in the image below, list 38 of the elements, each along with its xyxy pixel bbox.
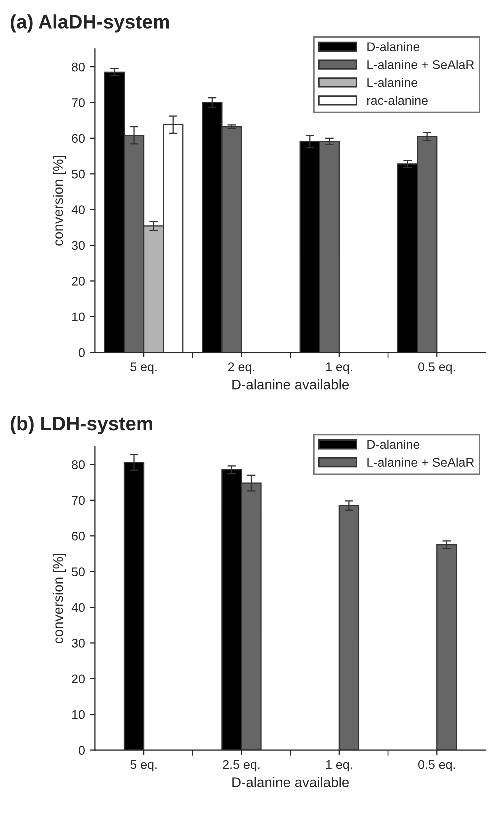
y-axis-title: conversion [%] bbox=[53, 554, 66, 644]
y-tick-label: 50 bbox=[72, 170, 85, 179]
y-tick-label: 70 bbox=[72, 98, 85, 108]
x-tick-label: 0.5 eq. bbox=[418, 362, 456, 374]
y-tick-label: 40 bbox=[72, 603, 85, 612]
chart-title: (a) AlaDH-system bbox=[10, 14, 170, 33]
y-tick-label: 60 bbox=[72, 532, 85, 541]
x-tick-label: 1 eq. bbox=[326, 760, 352, 772]
legend-label: D-alanine bbox=[368, 440, 420, 450]
x-tick-label: 5 eq. bbox=[130, 760, 157, 772]
x-tick-label: 1 eq. bbox=[326, 362, 352, 374]
x-tick-label: 2 eq. bbox=[228, 362, 254, 374]
y-tick-label: 20 bbox=[72, 277, 85, 286]
y-tick-label: 30 bbox=[72, 241, 85, 250]
legend-label: L-alanine bbox=[368, 78, 418, 88]
x-tick-label: 5 eq. bbox=[130, 362, 157, 374]
y-tick-label: 0 bbox=[79, 348, 85, 358]
y-tick-label: 60 bbox=[72, 134, 85, 144]
y-tick-label: 40 bbox=[72, 206, 85, 214]
legend-label: D-alanine bbox=[368, 42, 420, 52]
legend-label: rac-alanine bbox=[367, 96, 428, 106]
y-tick-label: 10 bbox=[72, 312, 85, 322]
y-tick-label: 80 bbox=[72, 460, 85, 470]
y-tick-label: 20 bbox=[72, 674, 85, 684]
y-tick-label: 70 bbox=[72, 496, 85, 506]
x-tick-label: 0.5 eq. bbox=[418, 760, 456, 772]
chart-title: (b) LDH-system bbox=[10, 416, 153, 435]
y-axis-title: conversion [%] bbox=[53, 156, 66, 246]
y-tick-label: 80 bbox=[72, 62, 85, 72]
y-tick-label: 0 bbox=[79, 746, 85, 755]
x-axis-title: D-alanine available bbox=[232, 380, 350, 390]
y-tick-label: 50 bbox=[72, 568, 85, 576]
legend-label: L-alanine + SeAlaR bbox=[368, 60, 474, 70]
y-tick-label: 10 bbox=[72, 710, 85, 720]
x-tick-label: 2.5 eq. bbox=[223, 760, 260, 772]
x-axis-title: D-alanine available bbox=[232, 777, 350, 788]
y-tick-label: 30 bbox=[72, 639, 85, 648]
legend-label: L-alanine + SeAlaR bbox=[368, 458, 474, 468]
